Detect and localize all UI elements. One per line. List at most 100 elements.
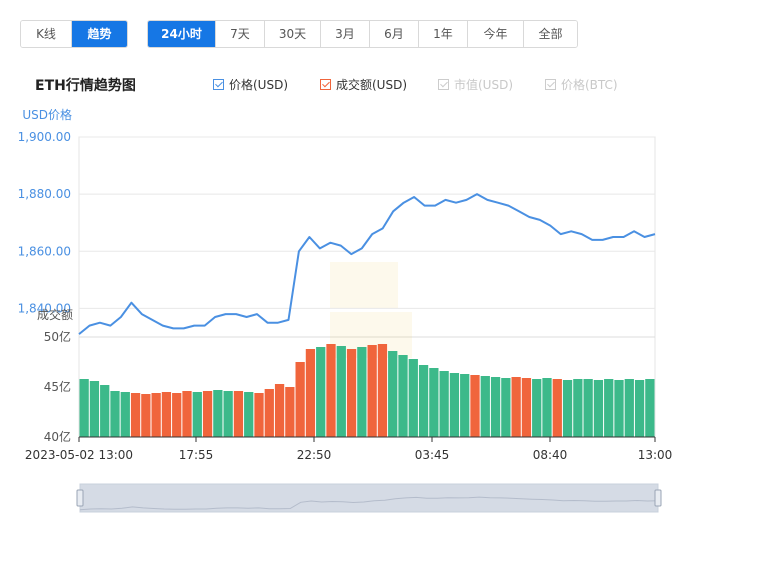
range-slider-right-handle[interactable] [654,489,662,507]
x-tick-label: 13:00 [638,448,673,462]
volume-bar [439,371,449,437]
volume-tick-label: 40亿 [44,429,71,444]
x-tick-label: 22:50 [297,448,332,462]
volume-bar [470,375,480,437]
x-tick-label: 2023-05-02 13:00 [25,448,133,462]
volume-bar [130,393,141,437]
legend-item-1[interactable]: 成交额(USD) [320,76,407,93]
legend-item-2[interactable]: 市值(USD) [438,76,513,93]
volume-bar [100,385,110,437]
tab-range-5[interactable]: 1年 [419,21,468,47]
volume-bar [357,347,367,437]
volume-bar [511,377,521,437]
volume-bar [89,381,100,437]
volume-bar [583,379,593,437]
tab-range-6[interactable]: 今年 [468,21,524,47]
volume-bar [604,379,614,437]
legend-checkbox-icon[interactable] [213,79,224,90]
volume-bar [285,387,295,437]
volume-tick-label: 50亿 [44,329,71,344]
tab-mode-1[interactable]: 趋势 [72,21,127,47]
legend-checkbox-icon[interactable] [320,79,331,90]
price-tick-label: 1,860.00 [18,244,71,258]
volume-bar [542,378,552,437]
volume-bar [79,379,89,437]
price-tick-label: 1,840.00 [18,301,71,315]
volume-bar [418,365,429,437]
volume-bar [449,373,460,437]
legend-checkbox-icon[interactable] [438,79,449,90]
legend-label: 市值(USD) [454,78,514,92]
volume-bar [161,392,172,437]
range-slider-left-handle[interactable] [76,489,84,507]
x-tick-label: 03:45 [415,448,450,462]
volume-bar [336,346,346,437]
volume-bar [213,390,223,437]
x-tick-label: 08:40 [533,448,568,462]
volume-bar [274,384,285,437]
volume-bar [480,376,490,437]
legend-label: 成交额(USD) [336,78,408,92]
volume-bar [223,391,233,437]
legend-item-3[interactable]: 价格(BTC) [545,76,618,93]
tab-range-4[interactable]: 6月 [370,21,419,47]
volume-bar [305,349,316,437]
tab-range-2[interactable]: 30天 [265,21,321,47]
volume-bar [182,391,192,437]
volume-bar [192,392,202,437]
price-line [78,193,656,335]
volume-tick-label: 45亿 [44,379,71,394]
tab-range-3[interactable]: 3月 [321,21,370,47]
volume-bar [172,393,182,437]
volume-bar [110,391,120,437]
volume-bar [264,389,274,437]
chart-title: ETH行情趋势图 [35,78,136,94]
volume-bar [501,378,511,437]
volume-bar [573,379,583,437]
range-slider-track [79,483,659,513]
volume-bar [202,391,213,437]
volume-bar [562,380,573,437]
chart-mode-tabs: K线 趋势 [20,20,128,48]
legend-label: 价格(BTC) [561,78,618,92]
tab-mode-0[interactable]: K线 [21,21,72,47]
volume-bar [614,380,624,437]
volume-bar [460,374,470,437]
volume-bar [490,377,501,437]
watermark-logo [330,262,412,358]
volume-bar [233,391,244,437]
volume-bar [244,392,254,437]
volume-axis-title: 成交额 [37,307,73,322]
tab-range-7[interactable]: 全部 [524,21,577,47]
price-axis-title: USD价格 [22,107,72,122]
volume-bar [408,359,418,437]
legend-checkbox-icon[interactable] [545,79,556,90]
price-tick-label: 1,900.00 [18,130,71,144]
volume-bar [532,379,542,437]
volume-bar [367,345,377,437]
time-range-tabs: 24小时 7天 30天 3月 6月 1年 今年 全部 [147,20,578,48]
legend-item-0[interactable]: 价格(USD) [213,76,288,93]
volume-bar [151,393,161,437]
volume-bar [624,379,634,437]
volume-bar [141,394,151,437]
volume-bar [388,351,398,437]
volume-bar [295,362,305,437]
volume-bar [398,355,408,437]
volume-bar [316,347,326,437]
tab-range-1[interactable]: 7天 [216,21,265,47]
volume-bar [593,380,604,437]
volume-bar [377,344,388,437]
volume-bar [552,379,562,437]
volume-bar [254,393,264,437]
x-tick-label: 17:55 [179,448,214,462]
volume-bar [326,344,336,437]
volume-bar [120,392,130,437]
volume-bar [346,349,357,437]
volume-bar [645,379,655,437]
volume-bar [429,368,439,437]
price-tick-label: 1,880.00 [18,187,71,201]
volume-bar [521,378,532,437]
tab-range-0[interactable]: 24小时 [148,21,216,47]
